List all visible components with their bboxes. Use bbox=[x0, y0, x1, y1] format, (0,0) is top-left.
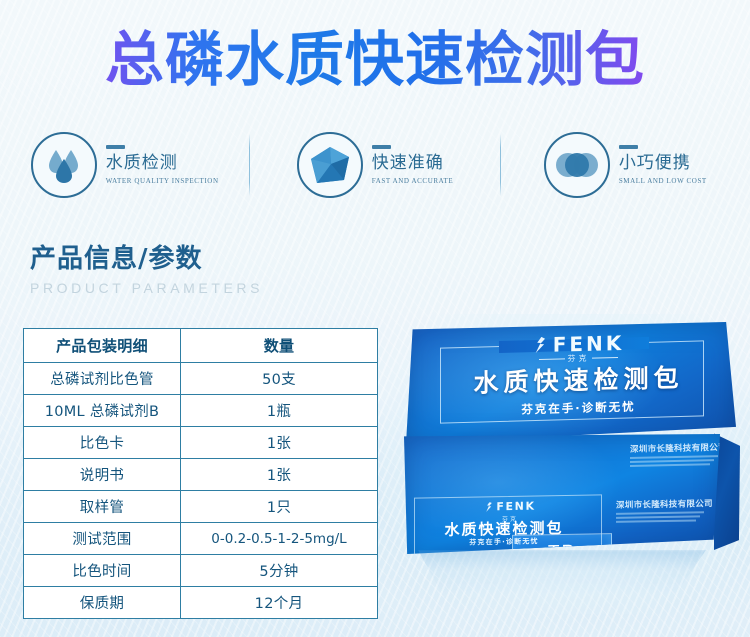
flame-logo-icon bbox=[533, 337, 548, 353]
feature-text: 快速准确 FAST AND ACCURATE bbox=[371, 145, 454, 185]
table-cell-qty: 1张 bbox=[180, 426, 378, 459]
section-title-en: PRODUCT PARAMETERS bbox=[30, 280, 264, 296]
accent-dash bbox=[105, 145, 125, 149]
box-front-face: TP 总磷 0-5mg/L 深圳市长隆科技有限公司 FENK 芬克 bbox=[404, 434, 720, 554]
table-header-cell: 数量 bbox=[180, 328, 378, 363]
section-heading: 产品信息/参数 PRODUCT PARAMETERS bbox=[30, 243, 263, 296]
feature-label-cn: 水质检测 bbox=[105, 153, 178, 173]
table-cell-qty: 0-0.2-0.5-1-2-5mg/L bbox=[180, 522, 378, 555]
table-cell-qty: 1只 bbox=[180, 490, 378, 523]
feature-fast-accurate: 快速准确 FAST AND ACCURATE bbox=[250, 126, 499, 204]
company-text-line bbox=[630, 463, 710, 467]
table-row: 比色卡 1张 bbox=[23, 426, 378, 459]
table-row: 比色时间 5分钟 bbox=[23, 554, 378, 587]
table-cell-qty: 12个月 bbox=[180, 586, 378, 619]
overlapping-circles-icon bbox=[543, 132, 610, 198]
company-text-line bbox=[616, 511, 704, 515]
accent-dash bbox=[618, 145, 638, 149]
hero-banner: 总磷水质快速检测包 bbox=[0, 0, 750, 120]
feature-label-en: SMALL AND LOW COST bbox=[618, 177, 707, 185]
product-box: FENK 芬克 水质快速检测包 芬克在手·诊断无忧 TP 总磷 0-5mg/L … bbox=[398, 322, 743, 594]
feature-water-quality: 水质检测 WATER QUALITY INSPECTION bbox=[0, 126, 249, 204]
feature-label-en: WATER QUALITY INSPECTION bbox=[105, 177, 219, 185]
table-header-cell: 产品包装明细 bbox=[23, 328, 181, 363]
spec-table: 产品包装明细 数量 总磷试剂比色管 50支 10ML 总磷试剂B 1瓶 比色卡 … bbox=[23, 328, 378, 619]
table-row: 总磷试剂比色管 50支 bbox=[23, 362, 378, 395]
feature-portable: 小巧便携 SMALL AND LOW COST bbox=[501, 126, 750, 204]
box-front-slogan: 芬克在手·诊断无忧 bbox=[469, 537, 539, 547]
feature-text: 小巧便携 SMALL AND LOW COST bbox=[618, 145, 707, 185]
feature-text: 水质检测 WATER QUALITY INSPECTION bbox=[105, 145, 219, 185]
accent-dash bbox=[371, 145, 391, 149]
feature-label-cn: 快速准确 bbox=[371, 153, 444, 173]
table-cell-qty: 1瓶 bbox=[180, 394, 378, 427]
table-cell-item: 保质期 bbox=[23, 586, 181, 619]
table-row: 说明书 1张 bbox=[23, 458, 378, 491]
faceted-gem-icon bbox=[296, 132, 363, 198]
table-cell-qty: 1张 bbox=[180, 458, 378, 491]
company-block-front: 深圳市长隆科技有限公司 bbox=[616, 497, 713, 523]
spec-table-wrapper: 产品包装明细 数量 总磷试剂比色管 50支 10ML 总磷试剂B 1瓶 比色卡 … bbox=[23, 328, 378, 619]
table-row: 取样管 1只 bbox=[23, 490, 378, 523]
divider bbox=[499, 134, 501, 196]
table-cell-item: 总磷试剂比色管 bbox=[23, 362, 181, 395]
flame-logo-icon bbox=[484, 502, 493, 512]
brand-name-en: FENK bbox=[496, 499, 536, 514]
company-text-line bbox=[616, 515, 700, 519]
table-row: 保质期 12个月 bbox=[23, 586, 378, 619]
box-reflection bbox=[418, 550, 706, 594]
company-block-top: 深圳市长隆科技有限公司 bbox=[630, 441, 720, 467]
table-cell-item: 测试范围 bbox=[23, 522, 181, 555]
feature-label-cn: 小巧便携 bbox=[618, 153, 691, 173]
table-cell-item: 比色卡 bbox=[23, 426, 181, 459]
table-header-row: 产品包装明细 数量 bbox=[23, 328, 378, 363]
feature-strip: 水质检测 WATER QUALITY INSPECTION 快速准确 FAS bbox=[0, 126, 750, 204]
box-lid-face: FENK 芬克 水质快速检测包 芬克在手·诊断无忧 bbox=[406, 322, 736, 444]
water-drops-icon bbox=[30, 132, 97, 198]
company-name-cn: 深圳市长隆科技有限公司 bbox=[616, 499, 713, 511]
page-title: 总磷水质快速检测包 bbox=[0, 24, 750, 96]
divider bbox=[249, 134, 251, 196]
table-cell-item: 10ML 总磷试剂B bbox=[23, 394, 181, 427]
table-cell-qty: 50支 bbox=[180, 362, 378, 395]
company-text-line bbox=[630, 459, 714, 463]
company-name-cn: 深圳市长隆科技有限公司 bbox=[630, 442, 727, 455]
table-row: 测试范围 0-0.2-0.5-1-2-5mg/L bbox=[23, 522, 378, 555]
company-text-line bbox=[616, 519, 696, 523]
table-cell-item: 说明书 bbox=[23, 458, 181, 491]
feature-label-en: FAST AND ACCURATE bbox=[371, 177, 454, 185]
section-title-cn: 产品信息/参数 bbox=[30, 244, 203, 274]
table-cell-item: 取样管 bbox=[23, 490, 181, 523]
table-cell-qty: 5分钟 bbox=[180, 554, 378, 587]
table-cell-item: 比色时间 bbox=[23, 554, 181, 587]
product-box-photo: FENK 芬克 水质快速检测包 芬克在手·诊断无忧 TP 总磷 0-5mg/L … bbox=[384, 314, 750, 614]
table-row: 10ML 总磷试剂B 1瓶 bbox=[23, 394, 378, 427]
